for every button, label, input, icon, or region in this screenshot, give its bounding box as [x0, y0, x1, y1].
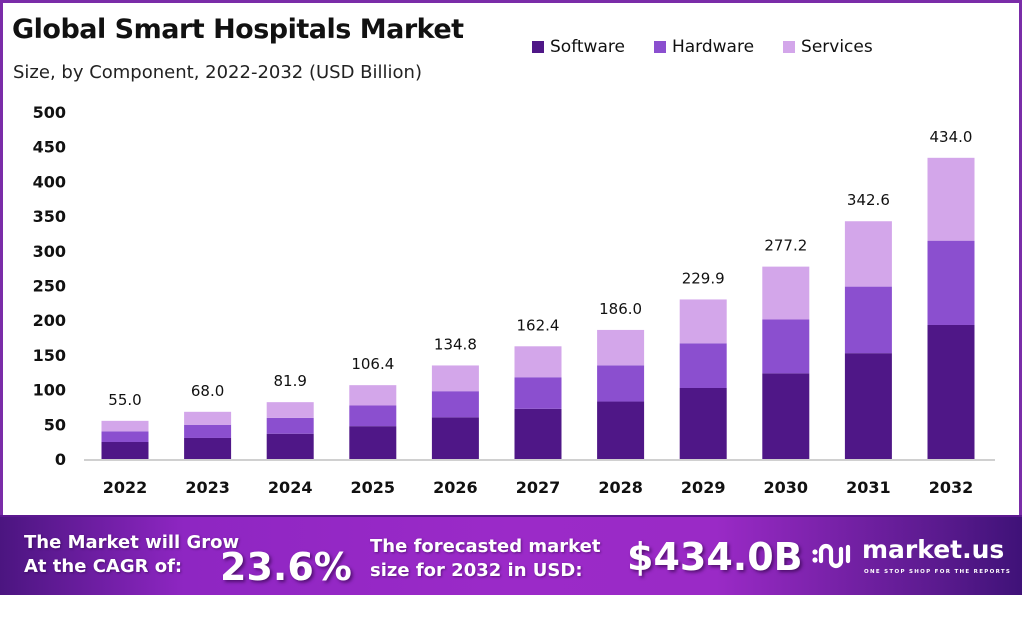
chart-subtitle: Size, by Component, 2022-2032 (USD Billi… [13, 62, 422, 83]
bar-segment-hardware [431, 391, 479, 418]
bar-segment-software [844, 353, 892, 459]
x-tick-label: 2027 [516, 478, 561, 497]
bar-segment-hardware [266, 417, 314, 434]
legend-swatch-services [783, 41, 796, 53]
y-tick-label: 50 [44, 415, 66, 434]
bar-segment-services [514, 346, 562, 378]
legend: Software Hardware Services [532, 37, 902, 57]
cagr-caption-line2: At the CAGR of: [24, 556, 183, 577]
bar-segment-hardware [184, 424, 232, 438]
bar-segment-services [844, 221, 892, 287]
legend-label-software: Software [550, 37, 625, 57]
x-tick-label: 2022 [103, 478, 148, 497]
bar-segment-services [762, 266, 810, 320]
forecast-caption-line2: size for 2032 in USD: [370, 560, 583, 581]
bar-total-label: 106.4 [351, 355, 394, 373]
cagr-value: 23.6% [220, 545, 352, 589]
y-tick-label: 150 [33, 346, 66, 365]
market-us-logo-icon [812, 543, 851, 569]
bar-total-label: 68.0 [191, 382, 224, 400]
bar-total-label: 277.2 [764, 237, 807, 255]
forecast-caption-line1: The forecasted market [370, 536, 601, 557]
bar-segment-software [597, 401, 645, 459]
y-tick-label: 450 [33, 138, 66, 157]
bar-segment-services [349, 385, 397, 406]
bar-segment-services [266, 402, 314, 418]
brand-name: market.us [862, 535, 1005, 564]
y-tick-label: 500 [33, 103, 66, 122]
bar-total-label: 229.9 [682, 269, 725, 287]
bar-segment-software [431, 417, 479, 459]
legend-swatch-hardware [653, 41, 666, 53]
x-tick-label: 2032 [929, 478, 974, 497]
x-tick-label: 2025 [351, 478, 396, 497]
bar-segment-hardware [597, 365, 645, 402]
bar-segment-hardware [514, 377, 562, 409]
x-tick-label: 2031 [846, 478, 891, 497]
y-tick-label: 350 [33, 207, 66, 226]
bar-segment-services [431, 365, 479, 392]
x-tick-label: 2024 [268, 478, 313, 497]
brand-tagline: ONE STOP SHOP FOR THE REPORTS [864, 569, 1012, 575]
bar-segment-software [762, 373, 810, 459]
bar-total-label: 81.9 [273, 372, 306, 390]
summary-banner: The Market will Grow At the CAGR of: 23.… [0, 515, 1022, 595]
legend-swatch-software [532, 41, 544, 53]
chart-title: Global Smart Hospitals Market [12, 14, 464, 45]
y-tick-label: 200 [33, 311, 66, 330]
bar-total-label: 134.8 [434, 335, 477, 353]
bar-segment-hardware [101, 431, 149, 442]
bar-segment-hardware [762, 319, 810, 374]
bar-segment-software [349, 426, 397, 459]
y-tick-label: 400 [33, 172, 66, 191]
bar-segment-hardware [844, 286, 892, 354]
stacked-bar-chart: 0 50 100 150 200 250 300 350 400 450 500 55.0 2022 68… [33, 103, 995, 497]
y-tick-label: 250 [33, 277, 66, 296]
bar-segment-software [514, 408, 562, 459]
bar-total-label: 162.4 [517, 316, 560, 334]
y-tick-label: 100 [33, 381, 66, 400]
x-tick-label: 2028 [598, 478, 643, 497]
bar-segment-hardware [349, 405, 397, 427]
x-tick-label: 2029 [681, 478, 726, 497]
x-tick-label: 2030 [764, 478, 809, 497]
bar-segment-software [679, 388, 727, 459]
bar-segment-hardware [927, 240, 975, 325]
bar-segment-services [101, 420, 149, 432]
bar-segment-software [184, 437, 232, 459]
legend-label-hardware: Hardware [671, 37, 755, 57]
bar-segment-software [101, 441, 149, 459]
y-tick-label: 0 [55, 450, 66, 469]
bar-segment-services [679, 299, 727, 344]
bar-total-label: 434.0 [930, 128, 973, 146]
bar-segment-hardware [679, 343, 727, 389]
forecast-value: $434.0B [627, 535, 803, 579]
bar-total-label: 186.0 [599, 300, 642, 318]
legend-item-software: Software [532, 37, 625, 57]
bar-segment-services [184, 411, 232, 425]
bar-segment-services [927, 157, 975, 241]
y-tick-label: 300 [33, 242, 66, 261]
bar-total-label: 342.6 [847, 191, 890, 209]
x-tick-label: 2026 [433, 478, 478, 497]
cagr-caption-line1: The Market will Grow [24, 532, 240, 553]
legend-item-services: Services [783, 37, 873, 57]
x-tick-label: 2023 [185, 478, 230, 497]
legend-label-services: Services [801, 37, 873, 57]
bar-segment-services [597, 329, 645, 366]
bar-segment-software [266, 433, 314, 459]
legend-item-hardware: Hardware [653, 37, 755, 57]
bar-segment-software [927, 324, 975, 459]
bar-total-label: 55.0 [108, 391, 141, 409]
